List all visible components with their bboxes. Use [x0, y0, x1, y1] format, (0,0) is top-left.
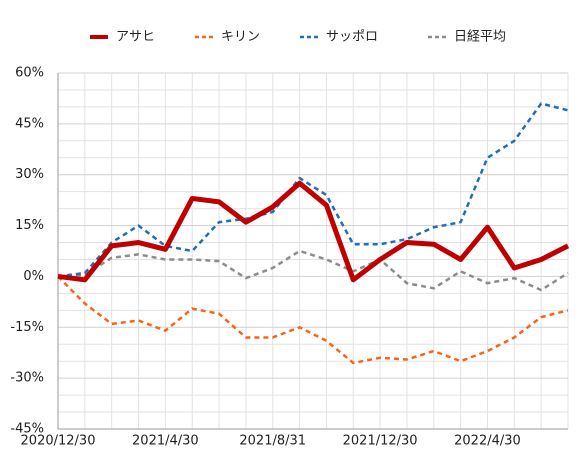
series-line: [57, 249, 569, 292]
x-tick-label: 2021/8/31: [239, 434, 306, 449]
y-tick-label: 60%: [15, 66, 44, 81]
legend-label: サッポロ: [326, 30, 378, 45]
x-tick-label: 2021/4/30: [132, 434, 199, 449]
legend-label: キリン: [221, 30, 260, 45]
y-tick-label: 45%: [15, 116, 44, 131]
series-line: [57, 180, 570, 283]
x-tick-label: 2021/12/30: [343, 434, 418, 449]
series-line: [57, 275, 569, 365]
x-tick-label: 2022/4/30: [454, 434, 521, 449]
legend-label: 日経平均: [454, 30, 506, 45]
series-line: [57, 102, 569, 278]
y-tick-label: -30%: [10, 371, 44, 386]
y-tick-label: 30%: [15, 167, 44, 182]
x-tick-label: 2020/12/30: [21, 434, 96, 449]
y-tick-label: -15%: [10, 320, 44, 335]
y-tick-label: -45%: [10, 422, 44, 437]
y-tick-label: 0%: [23, 269, 44, 284]
legend-label: アサヒ: [116, 30, 155, 45]
y-tick-label: 15%: [15, 218, 44, 233]
